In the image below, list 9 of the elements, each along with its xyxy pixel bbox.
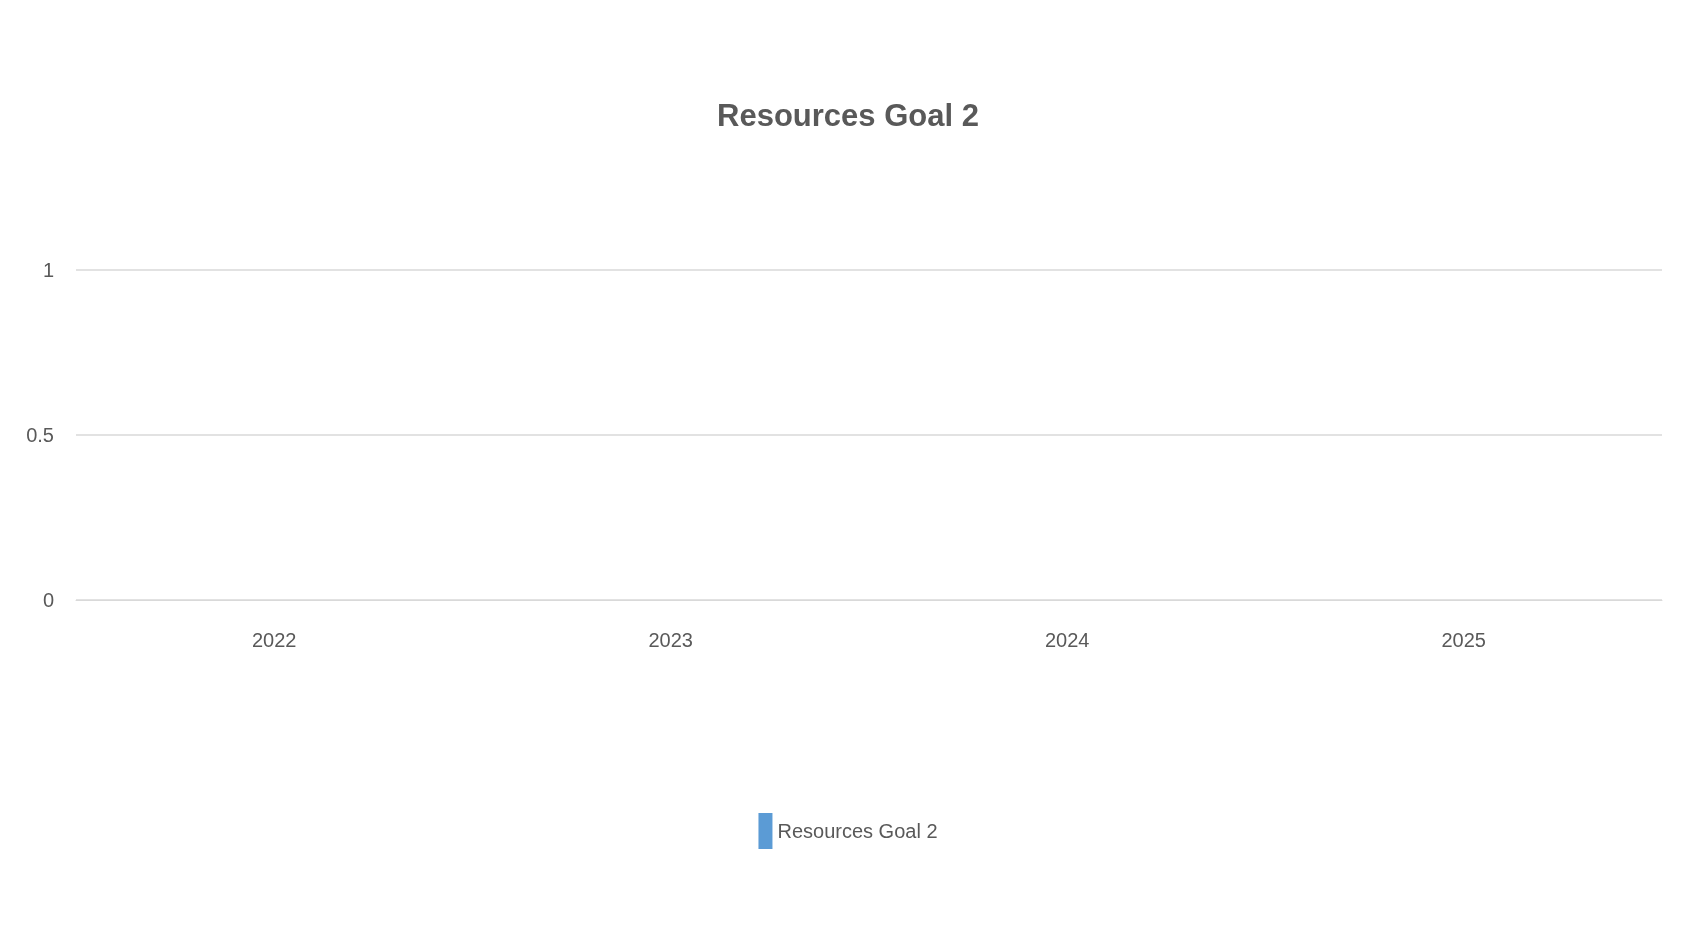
legend-label: Resources Goal 2: [777, 820, 938, 842]
chart-title: Resources Goal 2: [717, 98, 979, 133]
x-tick-label: 2025: [1441, 629, 1486, 651]
y-tick-label: 0.5: [26, 424, 54, 446]
y-tick-label: 1: [42, 259, 54, 281]
x-tick-label: 2023: [648, 629, 693, 651]
y-tick-label: 0: [42, 589, 54, 611]
x-tick-label: 2022: [252, 629, 297, 651]
x-tick-label: 2024: [1045, 629, 1090, 651]
